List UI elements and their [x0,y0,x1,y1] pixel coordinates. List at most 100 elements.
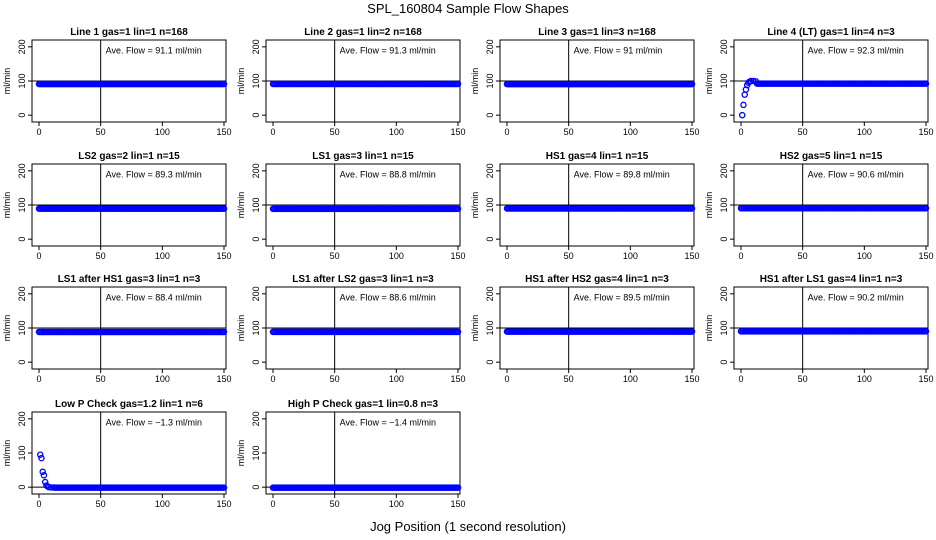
panel: HS1 after LS1 gas=4 lin=1 n=3 ml/min 0 100 2… [704,274,934,384]
x-tick-label: 100 [857,127,872,137]
y-tick-label: 100 [17,73,27,88]
y-tick-label: 0 [485,113,495,118]
panel: HS1 gas=4 lin=1 n=15 ml/min 0 100 200 0 50 100 1… [470,151,700,261]
panel-title: LS2 gas=2 lin=1 n=15 [78,151,180,162]
x-tick-label: 100 [389,251,404,261]
x-tick-label: 50 [798,374,808,384]
data-point [220,80,228,88]
data-point [39,468,46,476]
y-tick-label: 200 [719,39,729,54]
x-tick-label: 50 [96,499,106,509]
y-tick-label: 200 [719,286,729,301]
data-point [741,91,748,98]
y-axis-label: ml/min [704,68,714,95]
x-tick-label: 0 [36,251,41,261]
x-tick-label: 100 [155,499,170,509]
panel: LS2 gas=2 lin=1 n=15 ml/min 0 100 200 0 50 100 1… [2,151,232,261]
data-point [40,471,48,479]
y-tick-label: 0 [485,360,495,365]
x-tick-label: 100 [623,251,638,261]
panel: Line 3 gas=1 lin=3 n=168 ml/min 0 100 200 0 50… [470,27,700,137]
y-axis-label: ml/min [2,440,12,467]
y-tick-label: 100 [17,445,27,460]
x-tick-label: 0 [504,374,509,384]
y-tick-label: 0 [17,237,27,242]
x-tick-label: 0 [738,374,743,384]
page-title: SPL_160804 Sample Flow Shapes [367,1,569,16]
x-tick-label: 50 [330,374,340,384]
panel: HS2 gas=5 lin=1 n=15 ml/min 0 100 200 0 50 100 1… [704,151,934,261]
y-tick-label: 0 [719,237,729,242]
x-tick-label: 50 [564,374,574,384]
panel: High P Check gas=1 lin=0.8 n=3 ml/min 0 100… [236,399,466,509]
ave-flow-annotation: Ave. Flow = −1.3 ml/min [106,418,202,428]
y-tick-label: 0 [17,360,27,365]
y-axis-label: ml/min [470,315,480,342]
x-tick-label: 0 [504,251,509,261]
x-tick-label: 50 [564,251,574,261]
y-tick-label: 0 [719,360,729,365]
y-tick-label: 100 [251,197,261,212]
y-tick-label: 200 [251,411,261,426]
data-point [688,328,696,335]
x-tick-label: 150 [450,251,465,261]
x-tick-label: 0 [270,499,275,509]
y-axis-label: ml/min [470,68,480,95]
x-tick-label: 150 [918,374,933,384]
y-tick-label: 200 [17,286,27,301]
data-point [740,101,747,109]
y-tick-label: 100 [251,320,261,335]
x-tick-label: 150 [684,374,699,384]
x-tick-label: 150 [450,127,465,137]
x-tick-label: 100 [623,127,638,137]
x-tick-label: 150 [684,251,699,261]
y-tick-label: 200 [17,163,27,178]
panel: Line 1 gas=1 lin=1 n=168 ml/min 0 100 200 0 50… [2,27,232,137]
y-tick-label: 0 [251,113,261,118]
x-tick-label: 150 [216,374,231,384]
ave-flow-annotation: Ave. Flow = 89.8 ml/min [574,170,670,180]
x-tick-label: 150 [216,499,231,509]
data-point [688,80,696,88]
panel-title: HS1 after HS2 gas=4 lin=1 n=3 [525,274,669,285]
panel: Line 4 (LT) gas=1 lin=4 n=3 ml/min 0 100 200… [704,27,934,137]
y-axis-label: ml/min [236,68,246,95]
y-axis-label: ml/min [236,192,246,219]
panel-title: Low P Check gas=1.2 lin=1 n=6 [55,399,203,410]
y-tick-label: 200 [719,163,729,178]
data-point [38,454,45,462]
x-tick-label: 100 [623,374,638,384]
y-tick-label: 100 [485,73,495,88]
data-point [688,205,696,212]
x-tick-label: 150 [918,127,933,137]
y-tick-label: 0 [17,113,27,118]
data-point [36,451,44,458]
ave-flow-annotation: Ave. Flow = 89.5 ml/min [574,293,670,303]
data-point [220,484,228,491]
panel-title: Line 3 gas=1 lin=3 n=168 [538,27,656,38]
y-tick-label: 200 [485,286,495,301]
x-axis-label: Jog Position (1 second resolution) [370,519,566,534]
y-axis-label: ml/min [470,192,480,219]
panel: HS1 after HS2 gas=4 lin=1 n=3 ml/min 0 100 2… [470,274,700,384]
x-tick-label: 50 [330,499,340,509]
x-tick-label: 50 [798,127,808,137]
x-tick-label: 50 [330,127,340,137]
ave-flow-annotation: Ave. Flow = 91 ml/min [574,46,663,56]
x-tick-label: 100 [389,127,404,137]
x-tick-label: 0 [738,251,743,261]
panel-title: HS1 after LS1 gas=4 lin=1 n=3 [760,274,903,285]
x-tick-label: 0 [36,127,41,137]
y-axis-label: ml/min [2,192,12,219]
y-tick-label: 100 [485,320,495,335]
y-axis-label: ml/min [2,315,12,342]
y-tick-label: 100 [719,197,729,212]
y-axis-label: ml/min [236,440,246,467]
panel-title: Line 4 (LT) gas=1 lin=4 n=3 [767,27,895,38]
x-tick-label: 150 [450,499,465,509]
y-tick-label: 200 [485,39,495,54]
x-tick-label: 0 [504,127,509,137]
panel: Low P Check gas=1.2 lin=1 n=6 ml/min 0 100 2… [2,399,232,509]
x-tick-label: 100 [857,374,872,384]
